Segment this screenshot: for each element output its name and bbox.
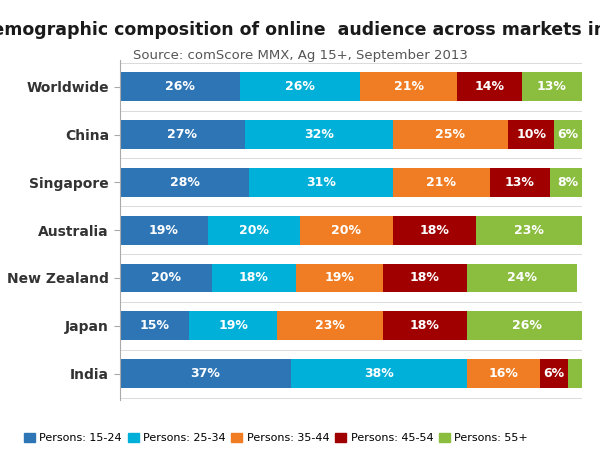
Bar — [541, 359, 568, 388]
Bar — [296, 264, 383, 292]
Bar — [383, 312, 467, 340]
Text: 19%: 19% — [218, 319, 248, 332]
Bar — [208, 216, 300, 245]
Text: 38%: 38% — [364, 367, 394, 380]
Bar — [550, 168, 587, 197]
Text: 32%: 32% — [304, 128, 334, 141]
Bar — [240, 73, 360, 101]
Text: 15%: 15% — [140, 319, 170, 332]
Text: 16%: 16% — [488, 367, 518, 380]
Text: 6%: 6% — [557, 128, 579, 141]
Text: 31%: 31% — [306, 176, 336, 189]
Text: 18%: 18% — [410, 272, 440, 285]
Text: 21%: 21% — [394, 80, 424, 93]
Text: 20%: 20% — [151, 272, 181, 285]
Bar — [522, 73, 582, 101]
Bar — [277, 312, 383, 340]
Bar — [383, 264, 467, 292]
Bar — [392, 120, 508, 149]
Bar — [190, 312, 277, 340]
Bar — [120, 264, 212, 292]
Bar — [467, 264, 577, 292]
Text: 23%: 23% — [315, 319, 345, 332]
Bar — [300, 216, 392, 245]
Bar — [120, 312, 190, 340]
Bar — [120, 120, 245, 149]
Title: Demographic composition of online  audience across markets in Asia Pacific: Demographic composition of online audien… — [0, 21, 600, 40]
Bar — [120, 73, 240, 101]
Bar — [360, 73, 457, 101]
Text: 20%: 20% — [239, 224, 269, 237]
Bar — [120, 359, 291, 388]
Text: 26%: 26% — [285, 80, 315, 93]
Text: 18%: 18% — [419, 224, 449, 237]
Text: 13%: 13% — [537, 80, 567, 93]
Text: 10%: 10% — [516, 128, 546, 141]
Text: 23%: 23% — [514, 224, 544, 237]
Text: 25%: 25% — [436, 128, 466, 141]
Bar — [245, 120, 392, 149]
Bar — [568, 359, 582, 388]
Text: 24%: 24% — [507, 272, 537, 285]
Bar — [490, 168, 550, 197]
Text: 26%: 26% — [165, 80, 195, 93]
Legend: Persons: 15-24, Persons: 25-34, Persons: 35-44, Persons: 45-54, Persons: 55+: Persons: 15-24, Persons: 25-34, Persons:… — [24, 432, 528, 443]
Text: 6%: 6% — [544, 367, 565, 380]
Text: 27%: 27% — [167, 128, 197, 141]
Bar — [554, 120, 582, 149]
Text: 19%: 19% — [149, 224, 179, 237]
Text: 19%: 19% — [325, 272, 355, 285]
Bar — [250, 168, 392, 197]
Text: 18%: 18% — [410, 319, 440, 332]
Text: 8%: 8% — [557, 176, 579, 189]
Bar — [392, 216, 476, 245]
Bar — [476, 216, 582, 245]
Bar — [508, 120, 554, 149]
Text: 13%: 13% — [505, 176, 535, 189]
Bar — [291, 359, 467, 388]
Text: Source: comScore MMX, Ag 15+, September 2013: Source: comScore MMX, Ag 15+, September … — [133, 49, 467, 62]
Bar — [212, 264, 296, 292]
Bar — [457, 73, 522, 101]
Bar — [120, 216, 208, 245]
Text: 14%: 14% — [475, 80, 505, 93]
Text: 28%: 28% — [170, 176, 200, 189]
Text: 21%: 21% — [426, 176, 456, 189]
Bar — [467, 359, 541, 388]
Bar — [467, 312, 587, 340]
Text: 18%: 18% — [239, 272, 269, 285]
Bar — [392, 168, 490, 197]
Text: 37%: 37% — [191, 367, 220, 380]
Text: 26%: 26% — [512, 319, 541, 332]
Text: 20%: 20% — [331, 224, 361, 237]
Bar — [120, 168, 250, 197]
